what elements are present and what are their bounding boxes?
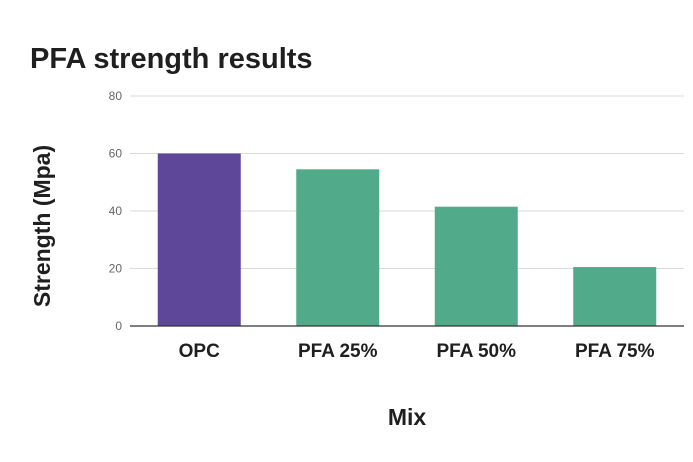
x-tick-label: PFA 75% [575, 341, 655, 362]
y-axis-ticks: 0 20 40 60 80 [109, 89, 123, 333]
y-tick-label: 20 [109, 262, 123, 276]
x-tick-label: OPC [179, 341, 220, 362]
bar-pfa-50 [434, 206, 518, 326]
chart-title: PFA strength results [30, 43, 313, 75]
bar-pfa-25 [296, 169, 380, 326]
bars [157, 153, 657, 326]
y-tick-label: 0 [115, 319, 122, 333]
y-tick-label: 40 [109, 204, 123, 218]
bar-pfa-75 [573, 267, 657, 326]
bar-opc [157, 153, 241, 326]
y-axis-title: Strength (Mpa) [29, 145, 55, 307]
x-tick-label: PFA 50% [436, 341, 516, 362]
y-tick-label: 80 [109, 89, 123, 103]
y-tick-label: 60 [109, 147, 123, 161]
x-axis-ticks: OPC PFA 25% PFA 50% PFA 75% [179, 341, 655, 362]
x-tick-label: PFA 25% [298, 341, 378, 362]
x-axis-title: Mix [388, 404, 427, 430]
